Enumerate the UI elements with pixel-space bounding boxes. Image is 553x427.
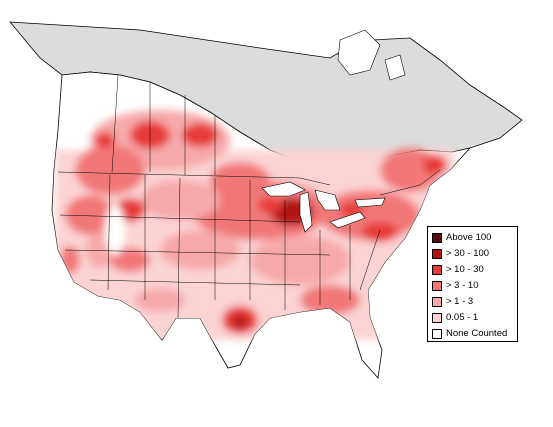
legend-item: None Counted [432,327,507,340]
legend-swatch [432,280,442,291]
legend-item: > 30 - 100 [432,247,489,260]
legend-item: > 10 - 30 [432,263,484,276]
legend-swatch [432,296,442,307]
legend-swatch [432,312,442,323]
arctic-islands [337,29,406,81]
legend-swatch [432,264,442,275]
legend-label: Above 100 [446,232,492,243]
legend-label: > 10 - 30 [446,264,484,275]
legend-item: Above 100 [432,231,491,244]
boundary-lines [57,74,441,319]
legend-swatch [432,328,442,339]
legend-label: > 30 - 100 [446,248,490,259]
legend-item: > 3 - 10 [432,279,478,292]
great-lakes [261,181,386,233]
legend-swatch [432,248,442,259]
legend-label: None Counted [446,328,508,339]
legend-label: > 3 - 10 [446,280,479,291]
map-legend: Above 100 > 30 - 100 > 10 - 30 > 3 - 10 … [427,226,518,342]
legend-swatch [432,232,442,243]
legend-item: > 1 - 3 [432,295,473,308]
legend-item: 0.05 - 1 [432,311,478,324]
legend-label: 0.05 - 1 [446,312,479,323]
legend-label: > 1 - 3 [446,296,474,307]
